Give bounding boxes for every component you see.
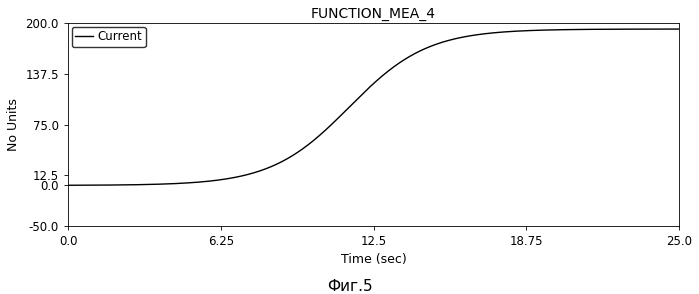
Current — [64, 183, 72, 187]
Current — [361, 90, 369, 93]
Current — [675, 27, 683, 31]
Text: Фиг.5: Фиг.5 — [326, 279, 373, 294]
X-axis label: Time (sec): Time (sec) — [340, 253, 406, 266]
Current — [545, 28, 554, 32]
Legend: Current: Current — [71, 27, 146, 47]
Current — [95, 183, 103, 187]
Line: Current: Current — [68, 29, 679, 185]
Title: FUNCTION_MEA_4: FUNCTION_MEA_4 — [311, 7, 436, 21]
Current — [657, 27, 665, 31]
Current — [345, 106, 353, 109]
Current — [657, 27, 665, 31]
Y-axis label: No Units: No Units — [7, 98, 20, 151]
